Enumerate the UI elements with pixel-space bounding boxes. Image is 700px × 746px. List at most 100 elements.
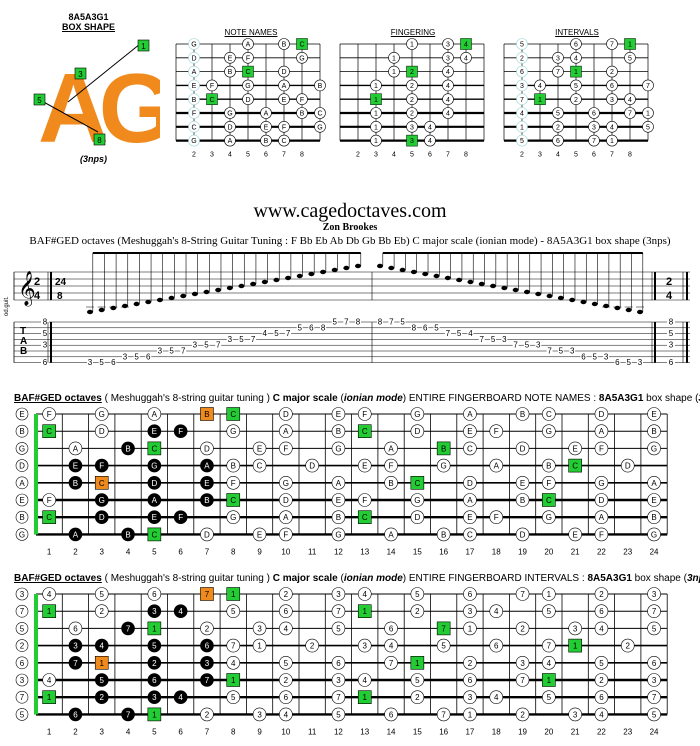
- tab-number: 5: [274, 329, 279, 338]
- tab-number: 3: [193, 341, 198, 350]
- tab-number: 6: [111, 358, 116, 367]
- mini-notes-fret-number: 7: [282, 152, 286, 159]
- mini-fing-cell: 3: [446, 55, 450, 62]
- shape-title: 8A5A3G1 BOX SHAPE: [62, 12, 115, 32]
- intervals-note: 7: [520, 676, 525, 685]
- notes-note: F: [362, 496, 367, 505]
- intervals-note: 4: [494, 693, 499, 702]
- staff-note: [156, 297, 163, 303]
- notes-fret-number: 9: [257, 547, 262, 556]
- notes-note: E: [362, 462, 367, 471]
- notes-note: E: [651, 410, 656, 419]
- notes-note: A: [152, 496, 158, 505]
- mini-int-cell: 2: [610, 69, 614, 76]
- notes-fret-number: 17: [465, 547, 474, 556]
- intervals-note: 3: [468, 693, 473, 702]
- mini-fing-fret-number: 7: [446, 152, 450, 159]
- intervals-note: 7: [336, 693, 341, 702]
- notes-open-string: D: [19, 462, 25, 471]
- notes-fret-number: 6: [178, 547, 183, 556]
- tab-number: 5: [332, 318, 337, 327]
- intervals-note: 1: [468, 710, 473, 719]
- mini-int-cell: 1: [574, 69, 578, 76]
- staff-note: [250, 281, 257, 287]
- intervals-fret-number: 11: [308, 727, 317, 736]
- notes-note: A: [73, 530, 79, 539]
- notes-note: G: [651, 530, 657, 539]
- staff-note: [238, 283, 245, 289]
- mini-notes-cell: F: [246, 55, 250, 62]
- notes-note: E: [651, 496, 656, 505]
- notes-fret-number: 15: [413, 547, 422, 556]
- mini-fing-cell: 2: [410, 69, 414, 76]
- notes-note: A: [599, 427, 605, 436]
- intervals-note: 6: [73, 624, 78, 633]
- intervals-note: 4: [363, 590, 368, 599]
- mini-notes-cell: B: [300, 111, 305, 118]
- notes-note: A: [388, 530, 394, 539]
- notes-note: C: [546, 410, 552, 419]
- mini-notes-cell: D: [191, 55, 196, 62]
- notes-note: B: [336, 513, 341, 522]
- intervals-note: 3: [205, 659, 210, 668]
- notes-note: D: [467, 479, 473, 488]
- mini-title-notes: NOTE NAMES: [224, 28, 278, 37]
- notes-note: D: [414, 513, 420, 522]
- intervals-note: 4: [389, 642, 394, 651]
- mini-int-fret-number: 2: [520, 152, 524, 159]
- intervals-note: 3: [363, 642, 368, 651]
- notes-note: D: [309, 462, 315, 471]
- staff-note: [133, 301, 140, 307]
- staff-note: [285, 275, 292, 281]
- intervals-note: 1: [152, 710, 157, 719]
- notes-note: D: [204, 530, 210, 539]
- intervals-open-string: 3: [20, 590, 25, 599]
- notes-open-string: B: [19, 427, 24, 436]
- intervals-note: 3: [652, 676, 657, 685]
- intervals-note: 4: [231, 659, 236, 668]
- staff-note: [467, 279, 474, 285]
- notes-note: F: [599, 530, 604, 539]
- staff-note: [191, 291, 198, 297]
- tab-number: 8: [412, 323, 417, 332]
- notes-note: A: [599, 513, 605, 522]
- site-url[interactable]: www.cagedoctaves.com: [253, 200, 447, 222]
- tab-right-number: 3: [669, 341, 674, 350]
- intervals-fret-number: 23: [623, 727, 632, 736]
- mini-fing-fret-number: 5: [410, 152, 414, 159]
- mini-int-cell: 7: [628, 111, 632, 118]
- notes-note: B: [651, 427, 656, 436]
- notes-note: G: [99, 410, 105, 419]
- intervals-fret-number: 7: [205, 727, 210, 736]
- mini-fing-cell: 4: [446, 83, 450, 90]
- notes-note: F: [178, 513, 183, 522]
- notes-fret-number: 22: [597, 547, 606, 556]
- svg-text:4: 4: [34, 290, 41, 302]
- mini-fing-fret-number: 6: [428, 152, 432, 159]
- nps-label: (3nps): [80, 154, 107, 164]
- staff-note: [87, 309, 93, 315]
- mini-notes-cell: G: [299, 55, 304, 62]
- mini-notes-fret-number: 3: [210, 152, 214, 159]
- intervals-note: 6: [599, 693, 604, 702]
- notes-note: B: [651, 513, 656, 522]
- instrument-label: od.guit.: [4, 296, 10, 316]
- notes-note: F: [47, 410, 52, 419]
- mini-fing-cell: 2: [410, 111, 414, 118]
- mini-notes-cell: B: [264, 138, 269, 145]
- intervals-note: 5: [415, 590, 420, 599]
- notes-note: E: [467, 513, 472, 522]
- mini-fing-cell: 1: [374, 97, 378, 104]
- mini-notes-fret-number: 4: [228, 152, 232, 159]
- tab-number: 7: [251, 335, 256, 344]
- notes-note: D: [283, 496, 289, 505]
- intervals-note: 6: [284, 693, 289, 702]
- staff-note: [308, 271, 315, 277]
- intervals-fret-number: 24: [650, 727, 659, 736]
- mini-int-cell: 7: [610, 42, 614, 49]
- intervals-fret-number: 14: [387, 727, 396, 736]
- shape-code: 8A5A3G1: [68, 12, 109, 22]
- intervals-fret-number: 19: [518, 727, 527, 736]
- mini-notes-fret-number: 8: [300, 152, 304, 159]
